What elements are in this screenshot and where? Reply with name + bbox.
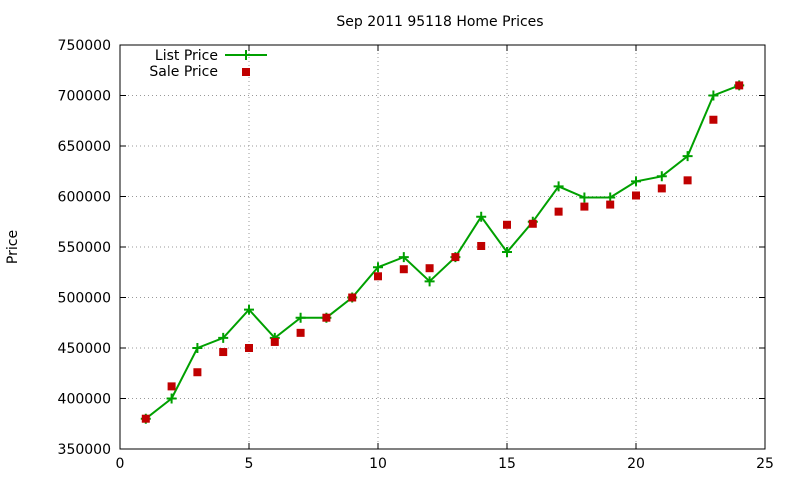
sale-price-point (322, 313, 331, 322)
sale-price-point (348, 293, 357, 302)
x-tick-label: 20 (627, 456, 645, 472)
list-price-point (682, 151, 693, 162)
list-price-point (424, 276, 435, 287)
sale-price-point (580, 202, 589, 211)
list-price-point (295, 312, 306, 323)
sale-price-point (632, 191, 640, 200)
y-tick-label: 650000 (58, 139, 111, 155)
y-tick-label: 500000 (58, 291, 111, 307)
list-price-point (631, 176, 641, 187)
sale-price-point (167, 382, 176, 391)
list-price-point (192, 343, 203, 353)
sale-price-point (374, 272, 382, 281)
list-price-point (218, 332, 229, 343)
sale-price-point (657, 184, 666, 193)
sale-price-point (683, 176, 692, 185)
x-tick-label: 15 (498, 456, 516, 472)
list-price-point (579, 192, 590, 203)
list-price-point (656, 171, 667, 182)
sale-price-point (270, 337, 279, 346)
sale-price-point (296, 328, 305, 337)
axis-ticks: 0 5 10 15 20 25 350000 400000 450000 500000 550000… (58, 38, 774, 472)
y-tick-label: 450000 (58, 341, 111, 357)
sale-price-point (245, 344, 253, 352)
sale-price-point (735, 81, 744, 90)
sale-price-point (193, 368, 202, 377)
sale-price-point (503, 220, 511, 229)
y-tick-label: 350000 (58, 442, 111, 458)
sale-price-point (528, 219, 537, 228)
sale-price-point (451, 253, 460, 262)
list-price-line (145, 84, 740, 420)
x-tick-label: 5 (245, 456, 254, 472)
list-price-point (166, 393, 177, 404)
series-layer (140, 80, 745, 424)
list-price-point (553, 181, 564, 192)
y-tick-label: 550000 (58, 240, 111, 256)
sale-price-point (399, 265, 408, 274)
y-tick-label: 750000 (58, 38, 111, 54)
list-price-point (373, 262, 383, 273)
list-price-point (244, 304, 254, 315)
legend-swatch-sale (242, 68, 250, 76)
sale-price-point (477, 241, 486, 250)
y-tick-label: 700000 (58, 89, 111, 105)
chart-title: Sep 2011 95118 Home Prices (336, 14, 543, 30)
x-tick-label: 0 (116, 456, 125, 472)
sale-price-point (219, 348, 228, 357)
sale-price-point (554, 207, 563, 216)
sale-price-point (425, 264, 434, 273)
list-price-point (708, 90, 719, 101)
sale-price-point (606, 200, 615, 209)
grid (120, 45, 765, 449)
legend-label-sale-price: Sale Price (149, 64, 218, 80)
y-tick-label: 600000 (58, 190, 111, 206)
legend-swatch-list-plus (241, 50, 251, 60)
sale-price-point (709, 115, 718, 124)
sale-price-point (141, 414, 150, 423)
legend-label-list-price: List Price (155, 48, 218, 64)
list-price-point (476, 211, 487, 222)
x-tick-label: 10 (369, 456, 387, 472)
list-price-point (398, 252, 409, 263)
x-tick-label: 25 (756, 456, 774, 472)
y-tick-label: 400000 (58, 392, 111, 408)
y-axis-label: Price (5, 230, 21, 264)
list-price-point (502, 247, 512, 258)
